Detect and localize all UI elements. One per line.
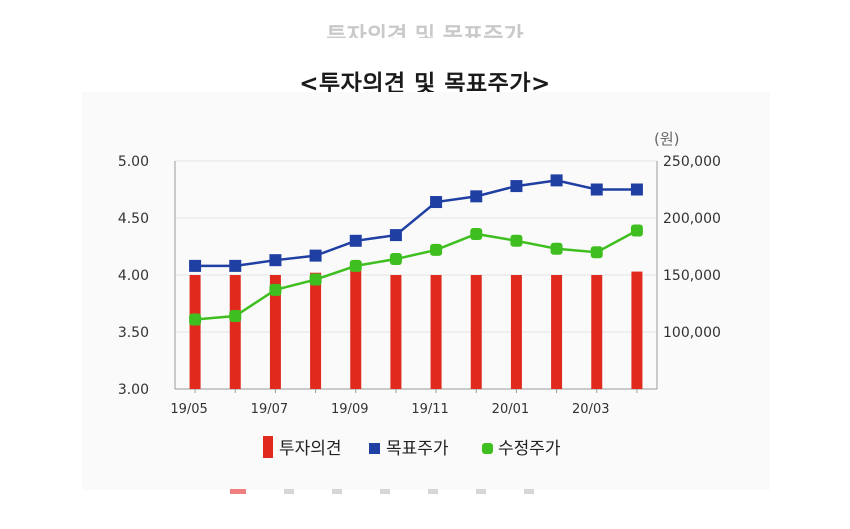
right-axis-unit-label: (원) <box>654 130 680 148</box>
data-point <box>430 196 443 209</box>
ghost-mark <box>476 488 486 494</box>
data-point <box>349 259 362 272</box>
bar <box>510 275 522 389</box>
bar <box>430 275 442 389</box>
data-point <box>189 259 202 272</box>
data-point <box>269 254 282 267</box>
left-axis-tick-label: 3.50 <box>118 325 149 341</box>
ghost-mark <box>380 488 390 494</box>
ghost-heading: 투자의견 및 목표주가 <box>326 24 524 38</box>
data-point <box>470 190 483 203</box>
legend-label: 투자의견 <box>279 439 342 459</box>
bar <box>189 275 201 389</box>
bar <box>310 272 322 389</box>
ghost-mark <box>230 488 246 494</box>
x-axis-tick-label: 19/05 <box>170 402 207 417</box>
legend-swatch-target <box>369 443 380 454</box>
data-point <box>590 246 603 259</box>
right-axis-tick-label: 250,000 <box>663 154 721 170</box>
data-point <box>470 227 483 240</box>
bar <box>470 275 482 389</box>
legend-swatch-bar <box>263 436 273 458</box>
data-point <box>430 243 443 256</box>
ghost-mark <box>524 488 534 494</box>
investment-opinion-chart: 5.00 4.50 4.00 3.50 3.00 250,000 200,000 150,00… <box>118 130 721 459</box>
bar <box>269 275 281 389</box>
data-point <box>510 180 523 193</box>
x-axis-tick-label: 20/01 <box>492 402 529 417</box>
data-point <box>389 229 402 242</box>
data-point <box>269 283 282 296</box>
ghost-mark <box>284 488 294 494</box>
ghost-mark <box>332 488 342 494</box>
data-point <box>550 242 563 255</box>
x-axis-tick-label: 20/03 <box>572 402 609 417</box>
bar <box>591 275 603 389</box>
legend-swatch-adjusted <box>482 443 493 454</box>
x-axis-tick-label: 19/11 <box>411 402 448 417</box>
left-axis-tick-label: 5.00 <box>118 154 149 170</box>
left-axis-tick-label: 4.00 <box>118 268 149 284</box>
right-axis-tick-label: 100,000 <box>663 325 721 341</box>
data-point <box>630 224 643 237</box>
data-point <box>510 234 523 247</box>
legend-label: 목표주가 <box>386 439 449 459</box>
left-axis-tick-label: 3.00 <box>118 382 149 398</box>
chart-panel: 5.00 4.50 4.00 3.50 3.00 250,000 200,000 150,00… <box>82 92 770 490</box>
bar <box>229 275 241 389</box>
bar <box>390 275 402 389</box>
data-point <box>309 249 322 262</box>
right-axis-tick-label: 150,000 <box>663 268 721 284</box>
x-axis-tick-label: 19/07 <box>251 402 288 417</box>
data-point <box>309 273 322 286</box>
ghost-legend-strip <box>230 488 630 494</box>
data-point <box>229 310 242 323</box>
data-point <box>590 183 603 196</box>
data-point <box>349 234 362 247</box>
x-axis-tick-label: 19/09 <box>331 402 368 417</box>
data-point <box>189 313 202 326</box>
data-point <box>229 259 242 272</box>
bar <box>551 275 563 389</box>
수정주가-line <box>194 229 638 321</box>
left-axis-tick-label: 4.50 <box>118 211 149 227</box>
right-axis-tick-label: 200,000 <box>663 211 721 227</box>
data-point <box>550 174 563 187</box>
legend-label: 수정주가 <box>498 439 561 459</box>
목표주가-line <box>195 179 637 268</box>
ghost-mark <box>428 488 438 494</box>
bar <box>350 269 362 389</box>
bar <box>631 271 643 389</box>
data-point <box>389 253 402 266</box>
data-point <box>630 183 643 196</box>
